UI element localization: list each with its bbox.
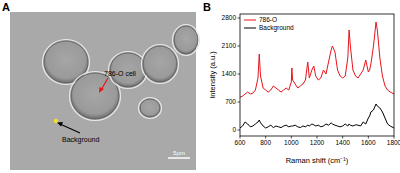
x-tick-label: 1000 <box>284 139 299 146</box>
x-tick-label: 800 <box>260 139 271 146</box>
legend-label: Background <box>259 24 294 32</box>
cell <box>143 46 177 82</box>
y-tick <box>238 46 241 47</box>
scale-bar <box>168 157 190 159</box>
scale-bar-label: 5μm <box>173 150 185 156</box>
cell <box>174 26 198 54</box>
y-tick-label: 700 <box>225 98 236 105</box>
arrow <box>60 124 80 133</box>
y-tick-label: 2100 <box>222 42 237 49</box>
figure: A 786-O cell Background 5μm B 600 800 1000 1200 1… <box>0 0 400 173</box>
spectrum-line <box>240 104 394 128</box>
y-tick <box>238 74 241 75</box>
legend-swatch <box>244 20 256 21</box>
y-tick-label: 2800 <box>222 14 237 21</box>
micrograph <box>10 12 196 170</box>
y-axis-label: Intensity (a.u.) <box>208 51 217 99</box>
arrow-head <box>99 87 104 93</box>
panel-label: B <box>203 1 211 13</box>
x-axis-label: Raman shift (cm⁻¹) <box>286 156 349 165</box>
legend-label: 786-O <box>259 16 277 23</box>
annotation: Background <box>62 136 99 144</box>
y-tick <box>238 18 241 19</box>
x-tick-label: 600 <box>235 139 246 146</box>
y-tick-label: 0 <box>232 126 236 133</box>
plot-frame <box>240 14 394 136</box>
arrow-head <box>57 122 63 127</box>
y-tick <box>238 130 241 131</box>
cell-halo <box>139 98 162 119</box>
annotation: 786-O cell <box>104 70 136 77</box>
cell-halo <box>173 25 200 56</box>
x-tick-label: 1600 <box>361 139 376 146</box>
legend-swatch <box>244 28 256 29</box>
cell <box>140 99 160 117</box>
series-group <box>240 22 394 128</box>
panel-label: A <box>2 1 10 13</box>
spectrum-line <box>240 22 394 97</box>
x-tick-label: 1200 <box>310 139 325 146</box>
y-tick-label: 1400 <box>222 70 237 77</box>
cell-halo <box>142 45 179 84</box>
y-tick <box>238 102 241 103</box>
x-tick-label: 1400 <box>335 139 350 146</box>
x-tick-label: 1800 <box>387 139 400 146</box>
